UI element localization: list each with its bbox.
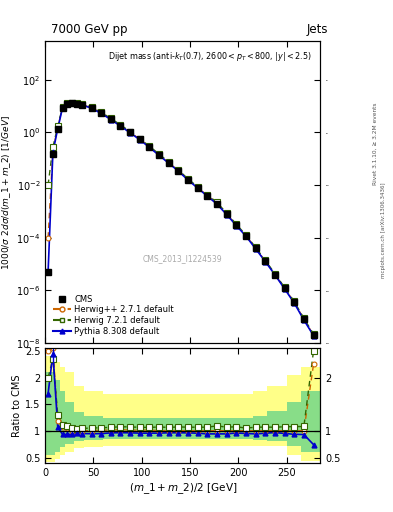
X-axis label: $(m\_1 + m\_2) / 2$ [GeV]: $(m\_1 + m\_2) / 2$ [GeV] (129, 481, 237, 496)
Text: CMS_2013_I1224539: CMS_2013_I1224539 (143, 254, 222, 263)
Y-axis label: Ratio to CMS: Ratio to CMS (12, 374, 22, 437)
Text: Rivet 3.1.10, ≥ 3.2M events: Rivet 3.1.10, ≥ 3.2M events (373, 102, 378, 185)
Text: mcplots.cern.ch [arXiv:1306.3436]: mcplots.cern.ch [arXiv:1306.3436] (381, 183, 386, 278)
Legend: CMS, Herwig++ 2.7.1 default, Herwig 7.2.1 default, Pythia 8.308 default: CMS, Herwig++ 2.7.1 default, Herwig 7.2.… (50, 291, 177, 339)
Text: Jets: Jets (307, 23, 328, 36)
Text: 7000 GeV pp: 7000 GeV pp (51, 23, 128, 36)
Text: Dijet mass (anti-$k_T$(0.7), 2600$<p_T<$800, $|y|<$2.5): Dijet mass (anti-$k_T$(0.7), 2600$<p_T<$… (108, 50, 312, 63)
Y-axis label: $1000/\sigma\ 2d\sigma/d(m\_1 + m\_2)\ [1/GeV]$: $1000/\sigma\ 2d\sigma/d(m\_1 + m\_2)\ [… (1, 115, 13, 269)
